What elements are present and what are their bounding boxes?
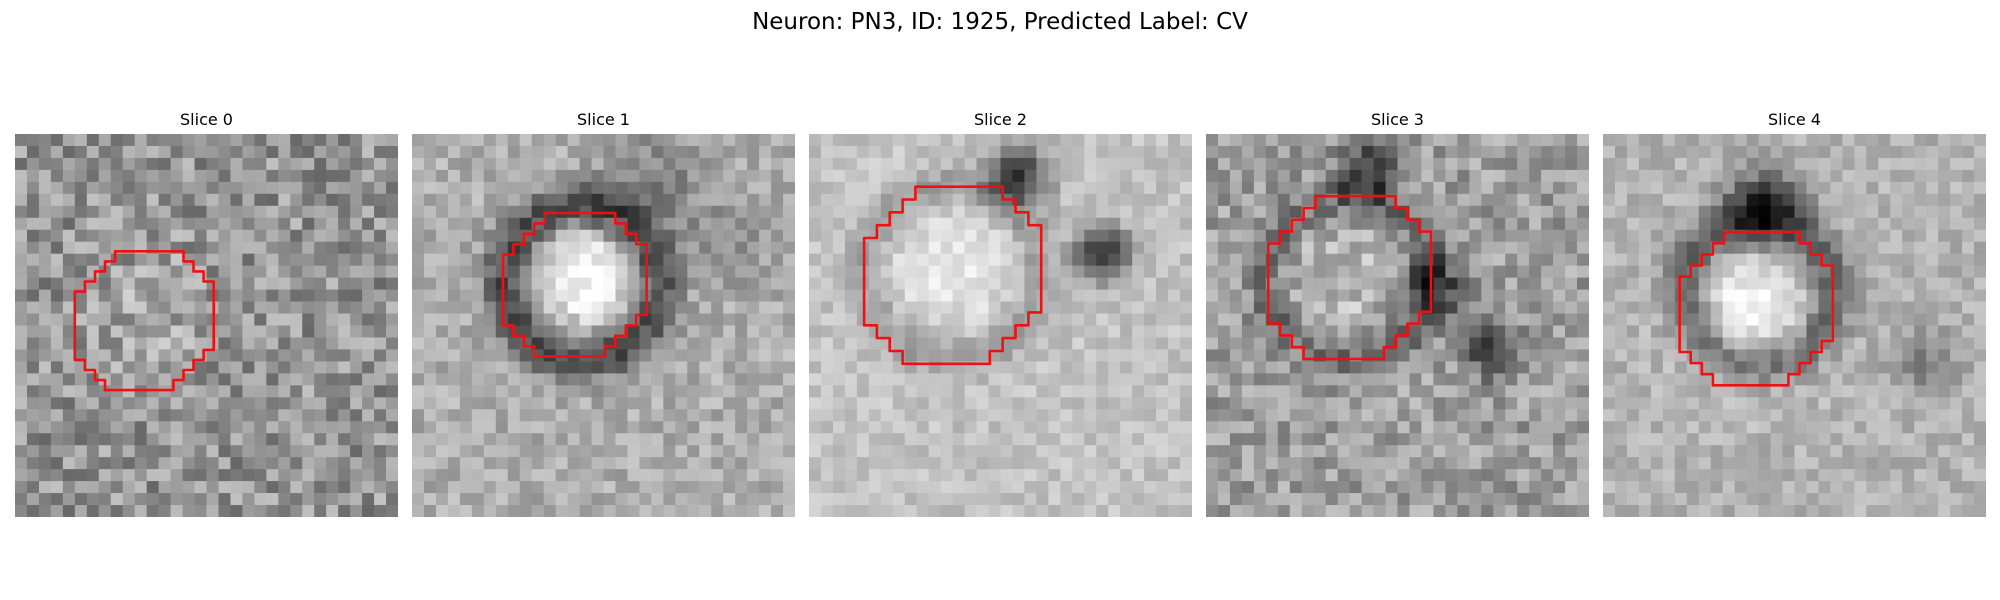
slice-3-contour: [1266, 194, 1433, 361]
slice-2-image: [809, 134, 1192, 517]
slice-0-image: [15, 134, 398, 517]
slice-0-title: Slice 0: [180, 110, 233, 129]
slice-3-image: [1206, 134, 1589, 517]
slice-3-title: Slice 3: [1371, 110, 1424, 129]
figure-title: Neuron: PN3, ID: 1925, Predicted Label: …: [752, 9, 1248, 35]
slice-2-title: Slice 2: [974, 110, 1027, 129]
slice-1-image: [412, 134, 795, 517]
slice-0-contour: [73, 250, 215, 392]
slice-4-contour: [1678, 230, 1835, 387]
slice-2-contour: [862, 185, 1043, 366]
slice-4-title: Slice 4: [1768, 110, 1821, 129]
slice-1-contour: [501, 211, 648, 358]
slice-1-title: Slice 1: [577, 110, 630, 129]
slice-4-image: [1603, 134, 1986, 517]
